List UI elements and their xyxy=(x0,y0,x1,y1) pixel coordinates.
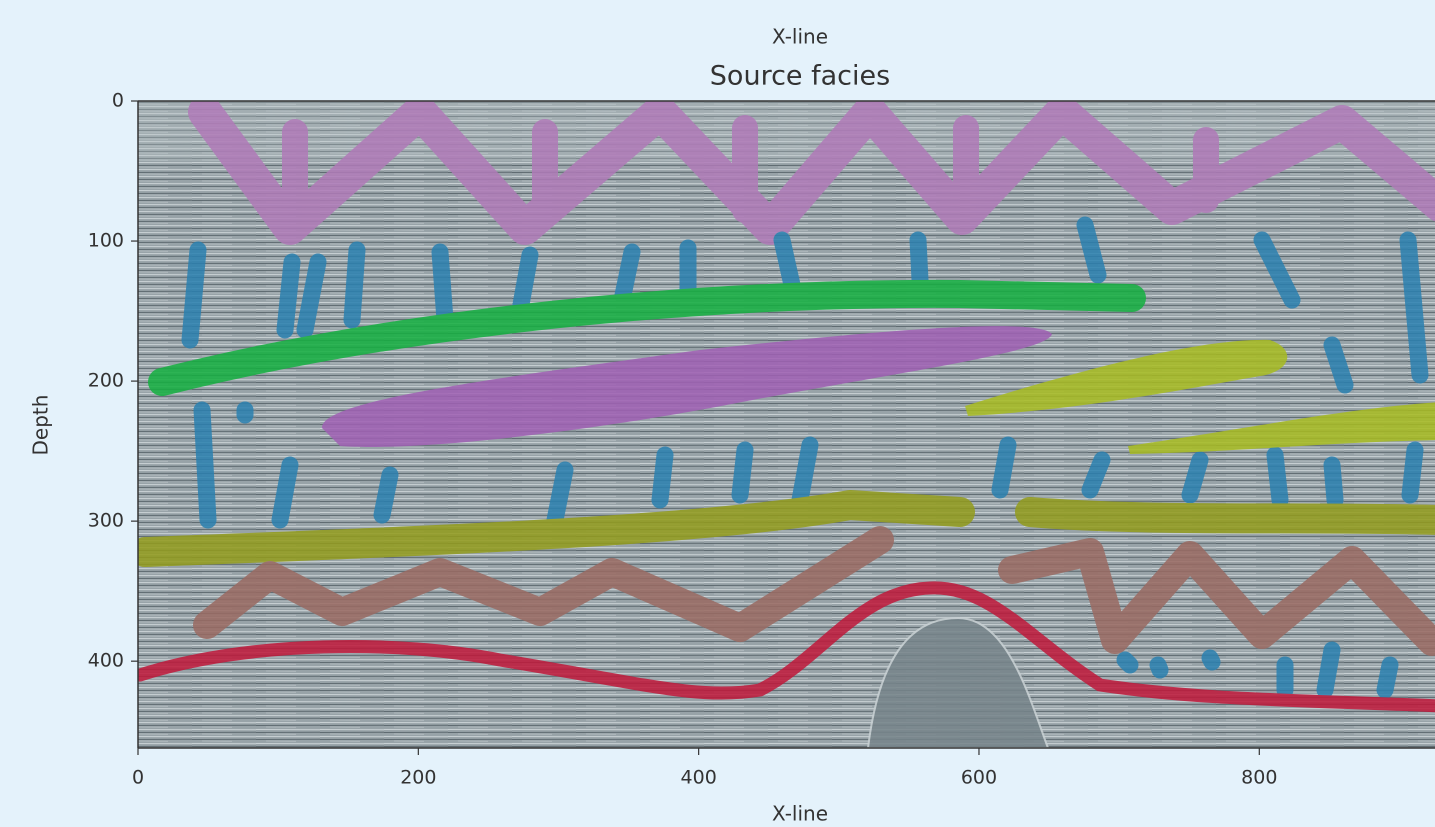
x-tick-label: 200 xyxy=(400,767,436,789)
seismic-shading xyxy=(138,101,1435,161)
y-tick-label: 400 xyxy=(88,650,124,672)
x-tick-label: 0 xyxy=(132,767,144,789)
y-tick-label: 300 xyxy=(88,510,124,532)
x-tick-label: 400 xyxy=(681,767,717,789)
y-tick-label: 200 xyxy=(88,370,124,392)
x-tick-label: 800 xyxy=(1241,767,1277,789)
plot-area xyxy=(138,101,1435,748)
y-tick-label: 100 xyxy=(88,230,124,252)
chart-title: Source facies xyxy=(710,61,890,92)
page: X-line Source facies X-line Depth 0 200 40… xyxy=(0,0,1435,827)
x-tick-label: 600 xyxy=(961,767,997,789)
suptitle: X-line xyxy=(772,25,828,49)
y-tick-label: 0 xyxy=(112,90,124,112)
x-axis-label: X-line xyxy=(772,802,828,826)
chart: X-line Source facies X-line Depth 0 200 40… xyxy=(0,0,1435,827)
y-axis-label: Depth xyxy=(29,395,53,456)
